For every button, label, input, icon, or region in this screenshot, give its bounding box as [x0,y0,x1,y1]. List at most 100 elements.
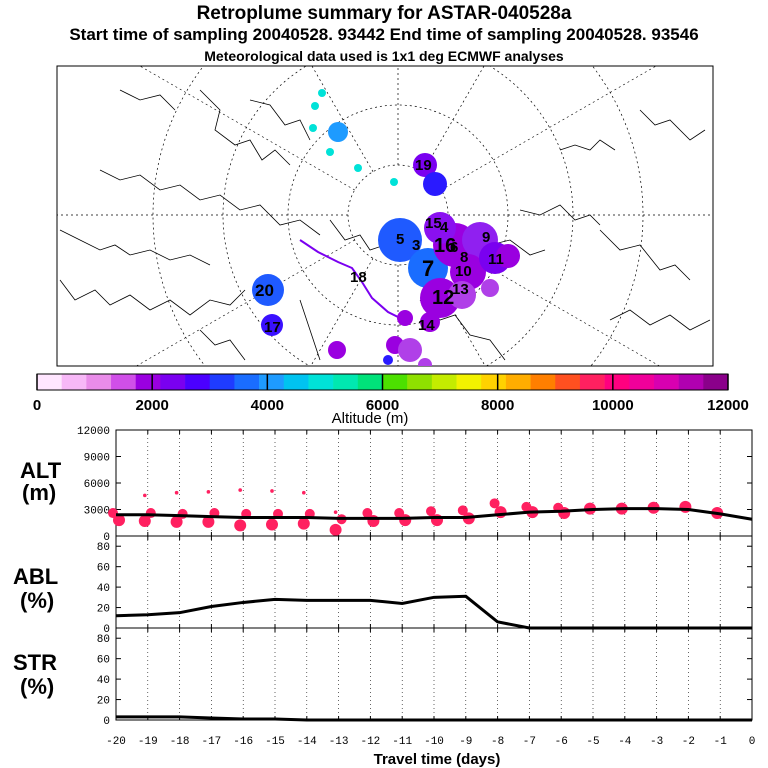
plume-circles [252,89,520,366]
colorbar-tick-label: 0 [33,397,41,414]
colorbar: 0 2000 4000 6000 8000 10000 12000 [33,373,749,414]
map-label: 4 [440,219,449,236]
sampling-times: Start time of sampling 20040528. 93442 E… [69,25,699,44]
plume-circle [383,355,393,365]
meridian-line [422,66,485,172]
colorbar-swatch [579,374,605,390]
y-tick-label: 3000 [84,506,110,518]
trajectory-path [299,239,401,319]
meridian-line [422,258,486,366]
colorbar-swatch [481,374,507,390]
meridian-line [139,66,355,191]
alt-marker [170,515,183,528]
str-label: STR [13,650,57,675]
plume-circle [390,178,398,186]
plume-circle [311,102,319,110]
x-tick-label: -9 [459,736,472,748]
plume-circle [309,124,317,132]
alt-marker [138,514,151,527]
y-tick-label: 0 [103,532,110,544]
colorbar-swatch [308,374,334,390]
colorbar-swatch [678,374,704,390]
x-tick-label: -15 [265,736,285,748]
plume-circle [496,244,520,268]
alt-marker [558,507,571,520]
y-tick-label: 60 [97,563,110,575]
alt-mean-line [116,507,753,521]
map-label: 16 [434,235,456,257]
y-tick-label: 20 [97,604,110,616]
x-tick-label: -14 [297,736,317,748]
alt-marker [270,489,274,493]
y-tick-label: 40 [97,675,110,687]
map-label: 14 [418,317,435,334]
colorbar-swatch [505,374,531,390]
y-tick-label: 60 [97,655,110,667]
map-label: 15 [425,215,442,232]
colorbar-swatch [234,374,260,390]
plume-circle [420,312,440,332]
map-label: 8 [460,249,468,266]
colorbar-swatch [407,374,433,390]
colorbar-tick-label: 8000 [481,397,514,414]
y-tick-label: 40 [97,583,110,595]
x-tick-label: 0 [749,736,756,748]
colorbar-tick-label: 12000 [707,397,749,414]
map-grid: 5 7 3 4 8 6 9 10 11 12 13 14 15 16 17 18… [57,66,713,366]
colorbar-swatch [111,374,137,390]
colorbar-tick-label: 4000 [251,397,284,414]
plume-circle [328,341,346,359]
plume-circle [413,153,437,177]
alt-marker [266,518,278,531]
colorbar-swatch [283,374,309,390]
x-tick-label: -13 [329,736,349,748]
map-label: 12 [432,287,454,309]
plume-circle [378,218,422,262]
abl-label: ABL [13,564,58,589]
map-labels: 5 7 3 4 8 6 9 10 11 12 13 14 15 16 17 18… [255,157,504,336]
alt-unit: (m) [22,480,56,505]
x-tick-label: -5 [586,736,599,748]
map-label: 10 [455,263,472,280]
map-label: 5 [396,231,404,248]
plume-circle [418,358,432,366]
colorbar-swatch [382,374,408,390]
alt-marker [431,514,443,527]
alt-marker [302,490,306,495]
map-label: 7 [422,256,434,281]
colorbar-swatch [160,374,186,390]
colorbar-swatch [431,374,457,390]
y-tick-label: 20 [97,696,110,708]
meridian-line [310,258,374,366]
colorbar-swatch [185,374,211,390]
y-tick-label: 9000 [84,453,110,465]
map-label: 3 [412,237,420,254]
x-tick-label: -7 [523,736,536,748]
alt-marker [206,490,211,494]
x-tick-label: -3 [650,736,663,748]
plume-circle [398,338,422,362]
colorbar-swatch [555,374,581,390]
colorbar-swatch [209,374,235,390]
x-tick-label: -16 [233,736,253,748]
colorbar-tick-label: 6000 [366,397,399,414]
alt-marker [333,510,338,514]
colorbar-swatch [37,374,62,390]
plume-circle [328,122,348,142]
colorbar-swatch [259,374,285,390]
map-label: 20 [255,281,274,300]
x-tick-label: -20 [106,736,126,748]
x-tick-label: -19 [138,736,158,748]
met-data-note: Meteorological data used is 1x1 deg ECMW… [204,48,564,64]
plume-circle [354,164,362,172]
plume-circle [448,281,476,309]
y-tick-label: 80 [97,542,110,554]
colorbar-swatch [135,374,161,390]
x-tick-label: -8 [491,736,504,748]
str-unit: (%) [20,674,54,699]
abl-unit: (%) [20,588,54,613]
meridian-line [135,239,355,366]
chart-title: Retroplume summary for ASTAR-040528a [196,3,572,24]
colorbar-swatch [703,374,729,390]
